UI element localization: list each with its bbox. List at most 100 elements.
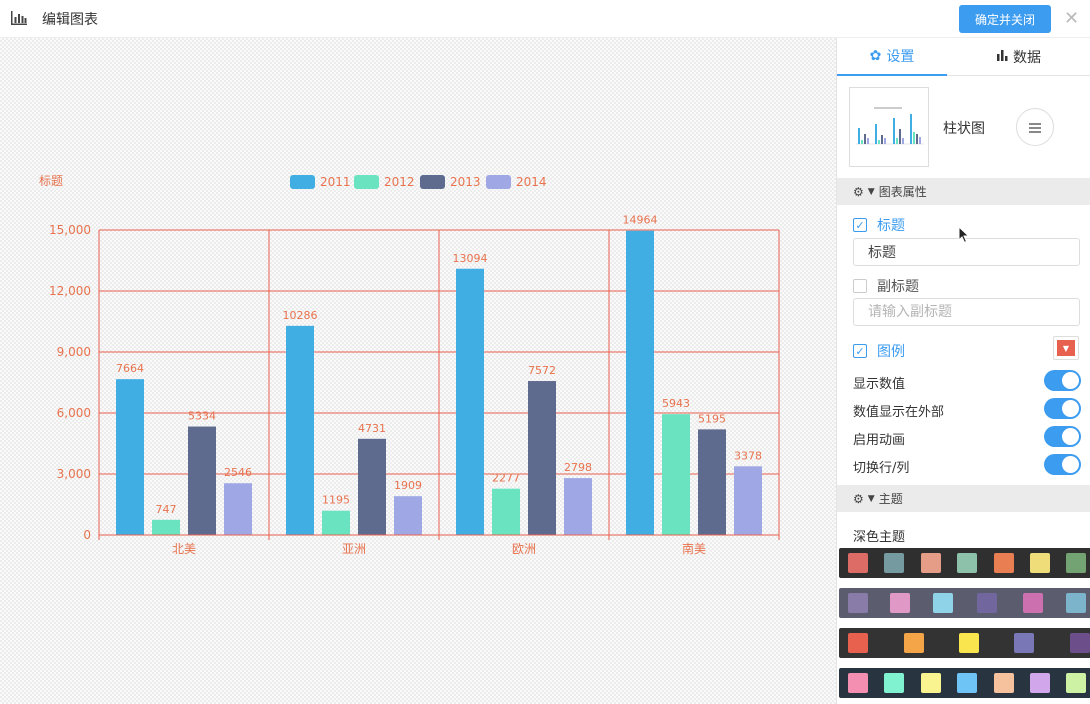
bar	[564, 478, 592, 535]
bar	[152, 519, 180, 535]
close-icon[interactable]: ✕	[1064, 8, 1080, 29]
legend-swatch	[420, 175, 445, 189]
y-tick-label: 0	[83, 528, 91, 542]
values-outside-toggle[interactable]	[1044, 398, 1081, 419]
toggle-animation: 启用动画	[853, 426, 1081, 448]
y-tick-label: 15,000	[49, 223, 91, 237]
palette-swatch	[977, 593, 997, 613]
palette-swatch	[848, 673, 868, 693]
mouse-cursor-icon	[958, 226, 970, 244]
subtitle-option-label: 副标题	[877, 279, 919, 295]
x-tick-label: 欧洲	[512, 542, 536, 556]
y-tick-label: 6,000	[57, 406, 91, 420]
legend-swatch	[354, 175, 379, 189]
data-label: 2798	[564, 461, 592, 474]
theme-palette[interactable]	[839, 548, 1090, 578]
data-label: 13094	[453, 252, 488, 265]
palette-swatch	[848, 553, 868, 573]
dialog-header: 编辑图表 确定并关闭 ✕	[0, 0, 1090, 38]
caret-down-icon: ▼	[867, 186, 875, 197]
subtitle-checkbox[interactable]	[853, 279, 867, 293]
swap-row-col-toggle[interactable]	[1044, 454, 1081, 475]
chart-title: 标题	[39, 174, 63, 188]
section-theme[interactable]: ⚙ ▼ 主题	[837, 485, 1090, 512]
x-tick-label: 北美	[172, 542, 196, 556]
legend-checkbox[interactable]: ✓	[853, 344, 867, 358]
chart-type-label: 柱状图	[943, 121, 985, 137]
palette-swatch	[1066, 593, 1086, 613]
data-label: 1909	[394, 479, 422, 492]
bar	[188, 426, 216, 535]
palette-swatch	[1066, 553, 1086, 573]
animation-toggle[interactable]	[1044, 426, 1081, 447]
confirm-close-button[interactable]: 确定并关闭	[959, 5, 1051, 33]
tab-data[interactable]: 数据	[947, 38, 1090, 76]
subtitle-option[interactable]: 副标题	[853, 276, 919, 296]
data-label: 2546	[224, 466, 252, 479]
data-label: 5334	[188, 410, 216, 423]
x-tick-label: 亚洲	[342, 542, 366, 556]
gear-icon: ⚙	[853, 184, 864, 199]
data-label: 10286	[283, 309, 318, 322]
legend-swatch	[290, 175, 315, 189]
title-option-label: 标题	[877, 218, 905, 234]
switch-chart-type-button[interactable]	[1016, 108, 1054, 146]
palette-swatch	[890, 593, 910, 613]
dark-theme-label: 深色主题	[853, 530, 906, 545]
toggle-swap-row-col: 切换行/列	[853, 454, 1081, 476]
legend-label: 2013	[450, 175, 481, 189]
chart-type-thumbnail[interactable]	[849, 87, 929, 167]
bar	[734, 466, 762, 535]
legend-option-label: 图例	[877, 344, 905, 360]
section-chart-props[interactable]: ⚙ ▼ 图表属性	[837, 178, 1090, 205]
data-label: 4731	[358, 422, 386, 435]
x-tick-label: 南美	[682, 541, 706, 556]
palette-swatch	[1030, 673, 1050, 693]
chart-type-selector: 柱状图	[837, 76, 1090, 178]
title-option[interactable]: ✓ 标题	[853, 215, 905, 235]
bar	[224, 483, 252, 535]
palette-swatch	[957, 673, 977, 693]
legend-label: 2014	[516, 175, 547, 189]
bar-chart-icon	[11, 11, 27, 25]
toggle-values-outside: 数值显示在外部	[853, 398, 1081, 420]
bar	[394, 496, 422, 535]
bar	[528, 381, 556, 535]
toggle-show-values: 显示数值	[853, 370, 1081, 392]
theme-palette[interactable]	[839, 628, 1090, 658]
palette-swatch	[904, 633, 924, 653]
chart-canvas: 标题 2011 2012 2013 2014 0 3,000 6,000 9,000 12,000…	[0, 38, 836, 704]
theme-palette[interactable]	[839, 668, 1090, 698]
bar	[322, 510, 350, 535]
bar	[116, 379, 144, 535]
chevron-down-icon: ▼	[1057, 340, 1075, 356]
bar	[358, 438, 386, 535]
tab-settings-label: 设置	[886, 49, 915, 65]
legend-label: 2012	[384, 175, 415, 189]
palette-swatch	[1066, 673, 1086, 693]
bar	[626, 230, 654, 535]
toggle-label: 启用动画	[853, 433, 906, 448]
settings-panel: ✿ 设置 数据 柱状图 ⚙	[836, 38, 1090, 704]
title-checkbox[interactable]: ✓	[853, 218, 867, 232]
legend-swatch	[486, 175, 511, 189]
subtitle-input[interactable]	[853, 298, 1080, 326]
legend-option[interactable]: ✓ 图例	[853, 341, 905, 361]
bar	[492, 488, 520, 535]
bar	[456, 268, 484, 535]
show-values-toggle[interactable]	[1044, 370, 1081, 391]
title-input[interactable]	[853, 238, 1080, 266]
data-label: 5195	[698, 412, 726, 425]
palette-swatch	[884, 553, 904, 573]
data-label: 7664	[116, 362, 144, 375]
toggle-label: 数值显示在外部	[853, 405, 945, 420]
tab-settings[interactable]: ✿ 设置	[837, 38, 947, 76]
y-tick-label: 9,000	[57, 345, 91, 359]
palette-swatch	[1030, 553, 1050, 573]
legend-color-picker[interactable]: ▼	[1053, 336, 1079, 360]
theme-palette[interactable]	[839, 588, 1090, 618]
data-label: 14964	[623, 214, 658, 227]
bar-chart-icon	[997, 49, 1008, 65]
data-label: 2277	[492, 472, 520, 485]
palette-swatch	[957, 553, 977, 573]
